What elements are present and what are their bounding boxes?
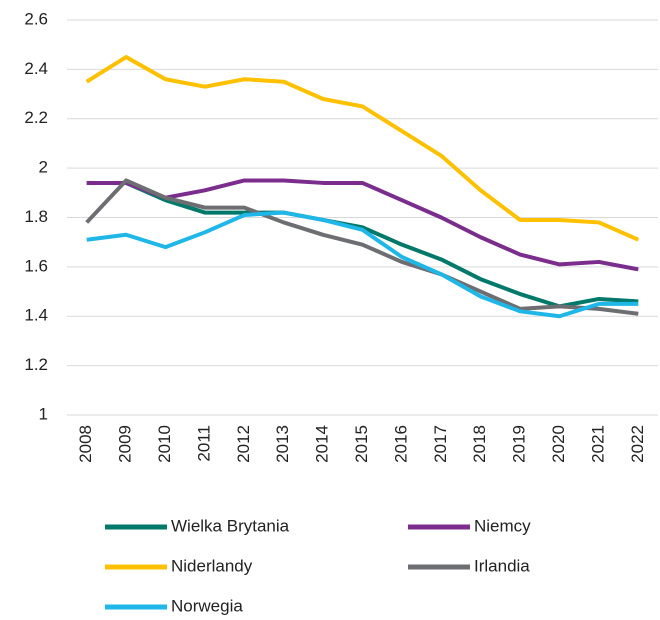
- x-tick-label: 2011: [194, 425, 213, 462]
- x-tick-label: 2015: [352, 425, 371, 463]
- y-tick-label: 2.2: [24, 108, 48, 127]
- series-line: [85, 55, 640, 242]
- y-tick-label: 2: [39, 158, 48, 177]
- series-line: [86, 210, 639, 319]
- legend-label: Niemcy: [474, 516, 531, 535]
- series-line: [86, 178, 639, 272]
- series-line: [85, 178, 639, 316]
- x-tick-label: 2009: [116, 425, 135, 463]
- y-tick-label: 1.8: [24, 207, 48, 226]
- x-tick-label: 2019: [510, 425, 529, 463]
- x-tick-label: 2021: [588, 425, 607, 463]
- legend-label: Norwegia: [171, 596, 243, 615]
- y-tick-label: 1.2: [24, 355, 48, 374]
- x-tick-label: 2013: [273, 425, 292, 463]
- x-tick-label: 2016: [391, 425, 410, 463]
- legend-label: Niderlandy: [171, 556, 253, 575]
- x-tick-label: 2018: [470, 425, 489, 463]
- y-tick-label: 2.4: [24, 59, 48, 78]
- legend-label: Wielka Brytania: [171, 516, 290, 535]
- y-tick-label: 1: [39, 404, 48, 423]
- x-tick-label: 2020: [549, 425, 568, 463]
- y-tick-label: 1.6: [24, 256, 48, 275]
- legend-label: Irlandia: [474, 556, 530, 575]
- x-tick-label: 2008: [76, 425, 95, 463]
- y-tick-label: 1.4: [24, 306, 48, 325]
- y-tick-label: 2.6: [24, 9, 48, 28]
- x-tick-label: 2014: [313, 425, 332, 463]
- x-tick-label: 2022: [628, 425, 647, 463]
- x-tick-label: 2012: [234, 425, 253, 463]
- x-tick-label: 2010: [155, 425, 174, 463]
- series-line: [86, 180, 639, 309]
- x-tick-label: 2017: [431, 425, 450, 463]
